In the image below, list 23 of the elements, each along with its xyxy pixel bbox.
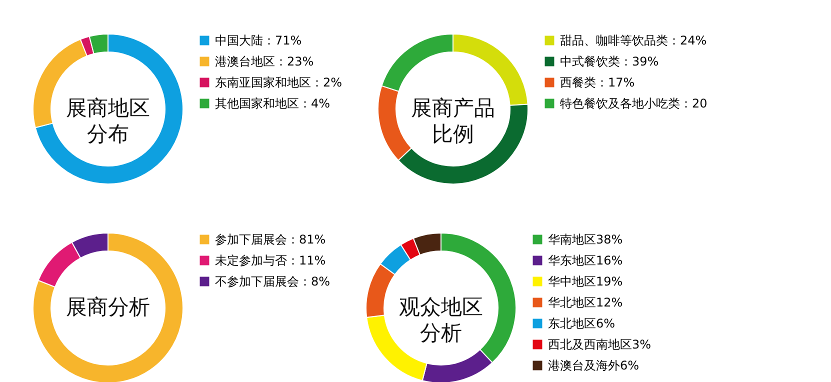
legend-label: 东南亚国家和地区：2%: [215, 76, 342, 90]
legend-label: 东北地区6%: [548, 316, 616, 330]
legend-label: 中国大陆：71%: [215, 34, 302, 48]
legend-label: 港澳台及海外6%: [548, 358, 640, 372]
legend-label: 特色餐饮及各地小吃类：20: [560, 96, 708, 110]
legend-label: 华北地区12%: [548, 296, 623, 310]
text: 观众地区分析: [399, 295, 483, 345]
legend-label: 华东地区16%: [548, 254, 623, 268]
legend-label: 华中地区19%: [548, 274, 623, 288]
text: 展商地区分布: [66, 96, 150, 146]
legend-label: 其他国家和地区：4%: [215, 96, 330, 110]
legend-label: 西餐类：17%: [560, 76, 635, 90]
slice-label: 参加下届展会：81%: [215, 232, 326, 246]
legend-label: 不参加下届展会：8%: [215, 274, 330, 288]
legend-label: 港澳台地区：23%: [215, 54, 314, 68]
legend-label: 未定参加与否：11%: [215, 254, 326, 268]
legend-label: 西北及西南地区3%: [548, 338, 652, 352]
text: 展商分析: [66, 295, 150, 319]
legend-label: 中式餐饮类：39%: [560, 54, 659, 68]
legend-label: 甜品、咖啡等饮品类：24%: [560, 34, 707, 48]
legend-label: 华南地区38%: [548, 232, 623, 246]
text: 展商产品比例: [411, 96, 495, 146]
donut-slice: [34, 34, 184, 184]
